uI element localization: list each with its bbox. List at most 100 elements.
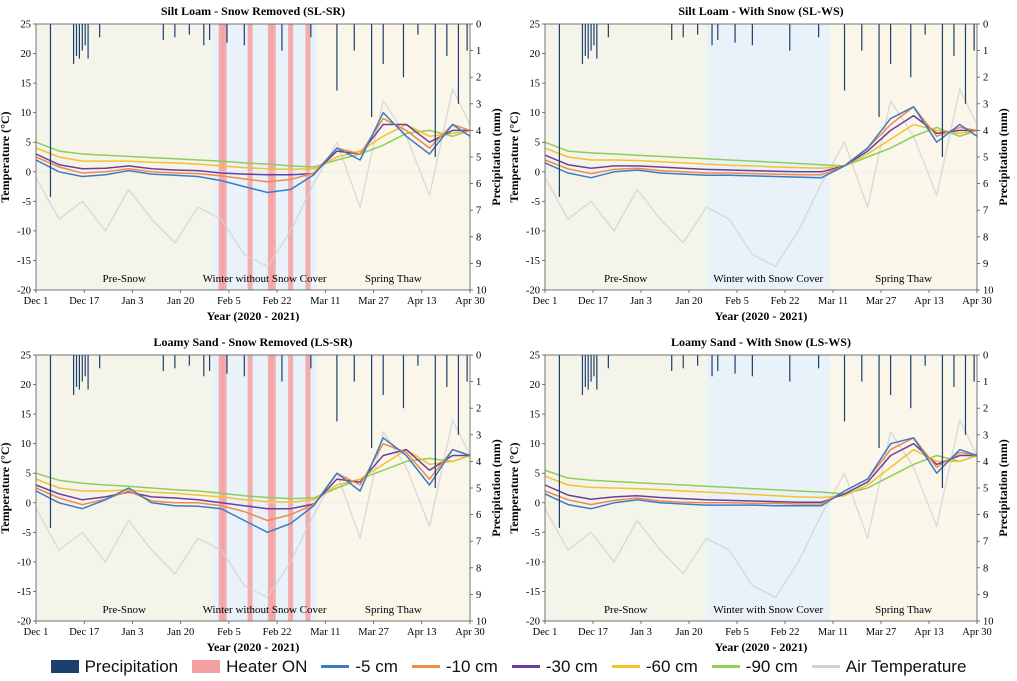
y-tick-label: 10: [21, 439, 32, 450]
period-label: Pre-Snow: [103, 273, 146, 285]
series-line-10-cm: [35, 117, 471, 183]
y-tick-label: 0: [535, 498, 540, 509]
x-tick-label: Apr 30: [962, 627, 991, 638]
x-tick-label: Feb 22: [263, 296, 292, 307]
y2-axis-label: Precipitation (mm): [489, 439, 503, 536]
y-tick-label: 10: [21, 108, 32, 119]
legend-label-60cm: -60 cm: [645, 656, 698, 676]
x-tick-label: Apr 13: [914, 627, 943, 638]
y-axis-label: Temperature (°C): [507, 111, 521, 202]
y2-tick-label: 2: [983, 404, 988, 415]
period-background: [212, 355, 317, 621]
legend-swatch-air-temperature: [811, 665, 840, 668]
heater-on-band: [270, 355, 276, 621]
series-line-90-cm: [544, 454, 978, 495]
y2-tick-label: 6: [983, 179, 988, 190]
period-label: Spring Thaw: [365, 604, 422, 616]
y2-tick-label: 7: [983, 206, 988, 217]
y2-tick-label: 5: [983, 484, 988, 495]
y2-tick-label: 4: [476, 126, 482, 137]
x-tick-label: Feb 5: [725, 296, 749, 307]
y2-tick-label: 6: [983, 510, 988, 521]
y-tick-label: 5: [535, 138, 540, 149]
y2-tick-label: 10: [476, 617, 487, 628]
period-label: Pre-Snow: [604, 604, 647, 616]
y2-tick-label: 0: [983, 351, 988, 362]
y2-tick-label: 2: [476, 73, 481, 84]
x-tick-label: Dec 17: [69, 627, 99, 638]
y-tick-label: -20: [17, 617, 31, 628]
heater-on-band: [218, 355, 224, 621]
heater-on-band: [288, 24, 294, 290]
x-axis-label: Year (2020 - 2021): [715, 309, 808, 323]
period-background: [212, 24, 317, 290]
legend-swatch-5cm: [321, 665, 350, 668]
y2-tick-label: 9: [476, 590, 481, 601]
y2-tick-label: 10: [983, 617, 994, 628]
y-tick-label: 15: [21, 410, 32, 421]
y2-tick-label: 4: [983, 457, 989, 468]
series-line-90-cm: [35, 454, 471, 500]
x-axis-label: Year (2020 - 2021): [207, 640, 300, 654]
y2-tick-label: 1: [476, 377, 481, 388]
period-background: [36, 355, 213, 621]
legend-item-60cm: -60 cm: [611, 656, 698, 677]
chart-title: Silt Loam - Snow Removed (SL-SR): [161, 4, 345, 18]
y-tick-label: 20: [530, 380, 541, 391]
x-tick-label: Mar 27: [866, 627, 897, 638]
y-tick-label: 15: [530, 79, 541, 90]
y-axis-label: Temperature (°C): [0, 111, 12, 202]
x-tick-label: Apr 30: [455, 296, 484, 307]
y2-tick-label: 3: [476, 99, 481, 110]
legend-label-air-temperature: Air Temperature: [845, 656, 967, 676]
y-tick-label: -15: [17, 256, 31, 267]
legend-swatch-10cm: [411, 665, 440, 668]
y-tick-label: -15: [526, 256, 540, 267]
heater-on-band: [247, 355, 253, 621]
x-tick-label: Feb 22: [771, 627, 800, 638]
x-tick-label: Jan 20: [675, 627, 702, 638]
y-tick-label: -15: [526, 587, 540, 598]
x-tick-label: Jan 3: [630, 627, 652, 638]
x-tick-label: Feb 22: [263, 627, 292, 638]
period-background: [706, 24, 831, 290]
period-background: [830, 24, 977, 290]
y-tick-label: 5: [26, 469, 31, 480]
y-tick-label: 5: [535, 469, 540, 480]
y-tick-label: -10: [17, 557, 31, 568]
x-tick-label: Mar 11: [310, 627, 340, 638]
heater-on-band: [305, 24, 311, 290]
heater-on-band: [305, 355, 311, 621]
series-line-60-cm: [544, 123, 978, 169]
x-tick-label: Mar 11: [310, 296, 340, 307]
x-tick-label: Apr 30: [455, 627, 484, 638]
x-tick-label: Jan 20: [167, 627, 194, 638]
period-label: Winter with Snow Cover: [713, 604, 823, 616]
x-axis-label: Year (2020 - 2021): [715, 640, 808, 654]
period-label: Spring Thaw: [365, 273, 422, 285]
period-label: Winter without Snow Cover: [203, 273, 327, 285]
x-tick-label: Apr 13: [407, 296, 436, 307]
legend-swatch-90cm: [711, 665, 740, 668]
y2-axis-label: Precipitation (mm): [489, 108, 503, 205]
y2-tick-label: 3: [476, 430, 481, 441]
series-line-30-cm: [544, 442, 977, 503]
y-tick-label: -20: [526, 617, 540, 628]
series-line-air-temperature: [35, 419, 471, 599]
y-tick-label: -5: [531, 528, 540, 539]
y-tick-label: 0: [26, 167, 31, 178]
y-tick-label: -5: [22, 528, 31, 539]
x-tick-label: Dec 1: [24, 296, 49, 307]
y2-tick-label: 4: [983, 126, 989, 137]
legend-item-90cm: -90 cm: [711, 657, 798, 677]
y2-tick-label: 4: [476, 457, 482, 468]
y-tick-label: 5: [26, 138, 31, 149]
y2-tick-label: 1: [983, 46, 988, 57]
series-line-30-cm: [544, 114, 977, 173]
y2-tick-label: 8: [476, 232, 481, 243]
y2-tick-label: 10: [983, 286, 994, 297]
y-tick-label: -20: [526, 286, 540, 297]
y2-tick-label: 1: [476, 46, 481, 57]
y2-tick-label: 9: [983, 259, 988, 270]
